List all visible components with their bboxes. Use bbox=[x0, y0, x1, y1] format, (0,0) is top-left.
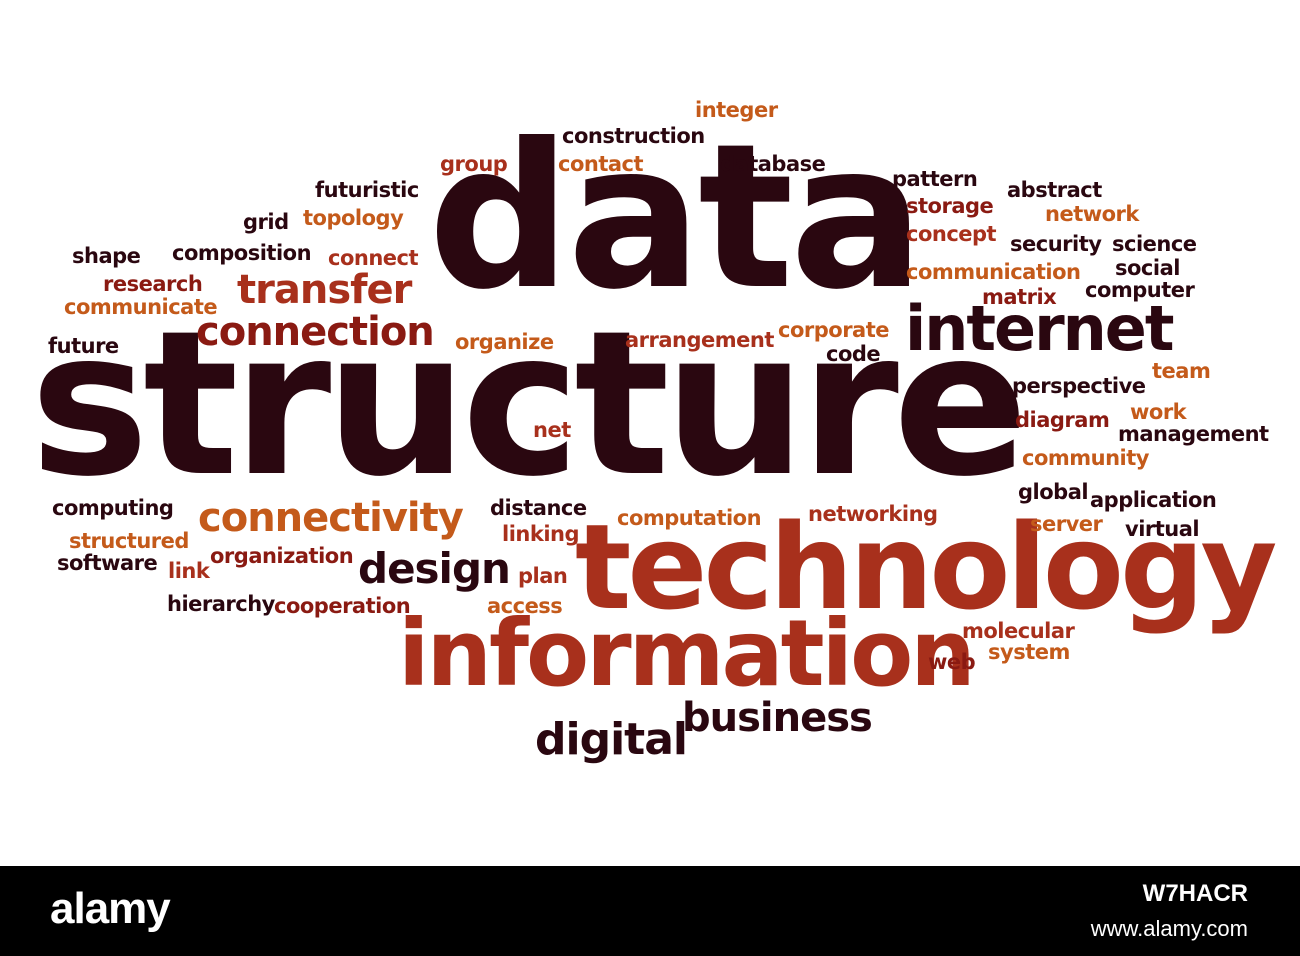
word-structured: structured bbox=[69, 529, 189, 553]
word-social: social bbox=[1115, 256, 1180, 280]
watermark-bar: alamy W7HACR www.alamy.com bbox=[0, 866, 1300, 956]
site-url: www.alamy.com bbox=[1090, 916, 1248, 941]
word-grid: grid bbox=[243, 210, 289, 234]
word-concept: concept bbox=[906, 222, 997, 246]
word-plan: plan bbox=[518, 564, 568, 588]
word-global: global bbox=[1018, 480, 1089, 504]
word-organization: organization bbox=[210, 544, 354, 568]
word-transfer: transfer bbox=[237, 267, 412, 313]
word-business: business bbox=[682, 695, 873, 741]
word-information: information bbox=[398, 600, 976, 707]
word-digital: digital bbox=[535, 714, 688, 765]
word-molecular: molecular bbox=[962, 619, 1075, 643]
word-pattern: pattern bbox=[892, 167, 978, 191]
word-futuristic: futuristic bbox=[315, 178, 419, 202]
word-software: software bbox=[57, 551, 158, 575]
word-link: link bbox=[168, 559, 210, 583]
word-organize: organize bbox=[455, 330, 554, 354]
word-networking: networking bbox=[808, 502, 938, 526]
word-hierarchy: hierarchy bbox=[167, 592, 275, 616]
word-connectivity: connectivity bbox=[198, 495, 464, 541]
word-integer: integer bbox=[695, 98, 778, 122]
word-science: science bbox=[1112, 232, 1197, 256]
word-research: research bbox=[103, 272, 203, 296]
word-structure: structure bbox=[30, 288, 1028, 521]
word-system: system bbox=[988, 640, 1070, 664]
word-communicate: communicate bbox=[64, 295, 218, 319]
word-community: community bbox=[1022, 446, 1149, 470]
image-id: W7HACR bbox=[1142, 880, 1248, 907]
word-data: data bbox=[428, 101, 925, 334]
word-design: design bbox=[358, 544, 511, 593]
word-web: web bbox=[928, 650, 976, 674]
word-composition: composition bbox=[172, 241, 312, 265]
word-future: future bbox=[48, 334, 119, 358]
word-linking: linking bbox=[502, 522, 580, 546]
word-storage: storage bbox=[906, 194, 994, 218]
word-cooperation: cooperation bbox=[274, 594, 411, 618]
word-group: group bbox=[440, 152, 508, 176]
word-computer: computer bbox=[1085, 278, 1195, 302]
word-computing: computing bbox=[52, 496, 174, 520]
word-communication: communication bbox=[906, 260, 1081, 284]
word-computation: computation bbox=[617, 506, 762, 530]
word-technology: technology bbox=[575, 498, 1277, 636]
word-internet: internet bbox=[905, 292, 1174, 365]
word-matrix: matrix bbox=[982, 285, 1057, 309]
word-shape: shape bbox=[72, 244, 141, 268]
word-cloud: data structure technology information in… bbox=[30, 98, 1278, 765]
word-connect: connect bbox=[328, 246, 419, 270]
word-security: security bbox=[1010, 232, 1102, 256]
word-abstract: abstract bbox=[1007, 178, 1102, 202]
word-team: team bbox=[1152, 359, 1211, 383]
word-application: application bbox=[1090, 488, 1217, 512]
word-diagram: diagram bbox=[1015, 408, 1110, 432]
word-contact: contact bbox=[558, 152, 644, 176]
word-database: database bbox=[720, 152, 826, 176]
word-management: management bbox=[1118, 422, 1269, 446]
word-distance: distance bbox=[490, 496, 587, 520]
word-corporate: corporate bbox=[778, 318, 890, 342]
alamy-logo: alamy bbox=[50, 884, 171, 933]
word-work: work bbox=[1130, 400, 1187, 424]
word-topology: topology bbox=[303, 206, 404, 230]
word-network: network bbox=[1045, 202, 1139, 226]
word-perspective: perspective bbox=[1012, 374, 1146, 398]
word-connection: connection bbox=[196, 309, 435, 355]
word-net: net bbox=[533, 418, 571, 442]
word-construction: construction bbox=[562, 124, 705, 148]
word-code: code bbox=[826, 342, 881, 366]
word-arrangement: arrangement bbox=[625, 328, 774, 352]
word-virtual: virtual bbox=[1125, 517, 1200, 541]
word-access: access bbox=[487, 594, 563, 618]
word-server: server bbox=[1030, 512, 1103, 536]
